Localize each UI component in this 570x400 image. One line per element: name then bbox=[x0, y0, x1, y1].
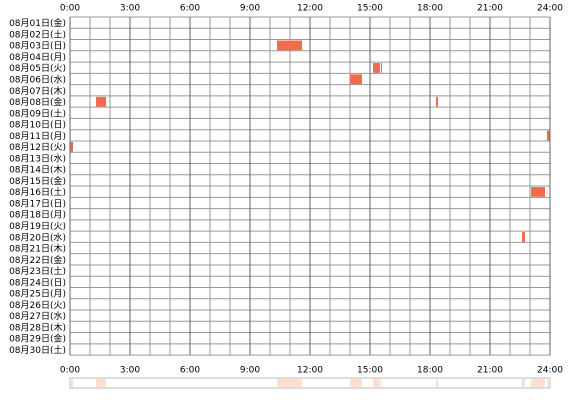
row-label: 08月12日(火) bbox=[9, 142, 66, 153]
row-label: 08月11日(月) bbox=[9, 131, 66, 142]
summary-block bbox=[277, 379, 302, 387]
activity-block bbox=[547, 130, 550, 141]
summary-block bbox=[350, 379, 362, 387]
summary-block bbox=[96, 379, 106, 387]
row-label: 08月07日(木) bbox=[9, 85, 66, 97]
x-tick-label: 3:00 bbox=[120, 4, 140, 14]
row-label: 08月27日(水) bbox=[9, 310, 66, 322]
row-label: 08月09日(土) bbox=[9, 107, 66, 119]
row-label: 08月28日(木) bbox=[9, 321, 66, 333]
x-tick-label: 15:00 bbox=[357, 4, 383, 14]
row-label: 08月22日(金) bbox=[9, 254, 66, 266]
activity-block bbox=[522, 232, 525, 242]
row-label: 08月01日(金) bbox=[9, 17, 66, 29]
row-label: 08月21日(木) bbox=[9, 243, 66, 255]
row-label: 08月29日(金) bbox=[9, 333, 66, 345]
row-label: 08月18日(月) bbox=[9, 210, 66, 221]
row-label: 08月08日(金) bbox=[9, 96, 66, 108]
row-label: 08月10日(日) bbox=[9, 120, 66, 131]
x-tick-label: 24:00 bbox=[537, 4, 563, 14]
row-label: 08月24日(日) bbox=[9, 277, 66, 288]
activity-block bbox=[350, 74, 362, 85]
row-label: 08月25日(月) bbox=[9, 289, 66, 300]
row-label: 08月02日(土) bbox=[9, 28, 66, 40]
x-tick-label: 12:00 bbox=[297, 4, 323, 14]
row-label: 08月04日(月) bbox=[9, 52, 66, 63]
row-label: 08月20日(水) bbox=[9, 231, 66, 243]
x-tick-label: 18:00 bbox=[417, 366, 443, 376]
x-tick-label: 0:00 bbox=[60, 366, 80, 376]
row-label: 08月16日(土) bbox=[9, 186, 66, 198]
x-tick-label: 21:00 bbox=[477, 4, 503, 14]
x-tick-label: 21:00 bbox=[477, 366, 503, 376]
summary-block bbox=[70, 379, 73, 387]
x-tick-label: 18:00 bbox=[417, 4, 443, 14]
row-label: 08月17日(日) bbox=[9, 198, 66, 209]
activity-block bbox=[277, 40, 302, 51]
activity-block bbox=[96, 96, 106, 107]
activity-block bbox=[70, 141, 73, 152]
summary-block bbox=[531, 379, 545, 387]
activity-block bbox=[373, 63, 380, 73]
x-tick-label: 9:00 bbox=[240, 4, 260, 14]
x-tick-label: 6:00 bbox=[180, 366, 200, 376]
row-label: 08月30日(土) bbox=[9, 344, 66, 356]
x-tick-label: 0:00 bbox=[60, 4, 80, 14]
row-label: 08月13日(水) bbox=[9, 152, 66, 164]
row-label: 08月15日(金) bbox=[9, 175, 66, 187]
summary-frame bbox=[69, 377, 551, 389]
row-label: 08月06日(水) bbox=[9, 73, 66, 85]
x-tick-label: 3:00 bbox=[120, 366, 140, 376]
x-tick-label: 15:00 bbox=[357, 366, 383, 376]
activity-block bbox=[436, 96, 438, 107]
x-tick-label: 24:00 bbox=[537, 366, 563, 376]
row-label: 08月14日(木) bbox=[9, 164, 66, 176]
summary-block bbox=[547, 379, 550, 387]
summary-block bbox=[373, 379, 380, 387]
activity-block bbox=[381, 63, 382, 73]
x-tick-label: 6:00 bbox=[180, 4, 200, 14]
row-label: 08月19日(火) bbox=[9, 221, 66, 232]
row-label: 08月23日(土) bbox=[9, 265, 66, 277]
row-label: 08月03日(日) bbox=[9, 41, 66, 52]
summary-block bbox=[381, 379, 382, 387]
summary-block bbox=[522, 379, 525, 387]
row-label: 08月26日(火) bbox=[9, 300, 66, 311]
x-tick-label: 9:00 bbox=[240, 366, 260, 376]
x-tick-label: 12:00 bbox=[297, 366, 323, 376]
activity-block bbox=[531, 187, 545, 197]
row-label: 08月05日(火) bbox=[9, 63, 66, 74]
summary-block bbox=[436, 379, 438, 387]
